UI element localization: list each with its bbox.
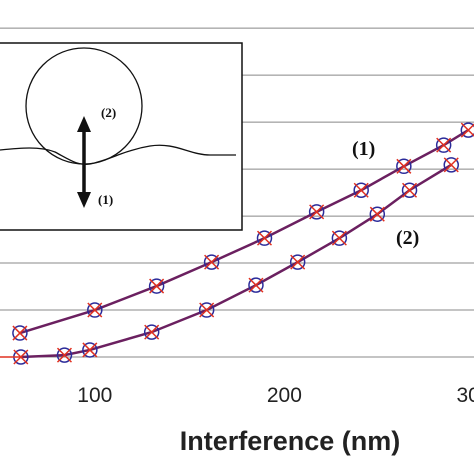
marker-cross [87,302,103,318]
marker-circle [460,122,474,138]
marker-cross [460,122,474,138]
marker-circle [198,302,215,318]
marker-circle [401,182,418,198]
marker-circle [289,254,306,270]
marker-circle [203,254,220,270]
marker-cross [309,204,325,220]
marker-circle [435,137,452,153]
marker-circle [248,277,264,293]
marker-cross [13,349,29,365]
marker-cross [331,230,347,246]
marker-circle [308,204,325,220]
marker-circle [396,158,412,175]
inset-arrowhead [77,116,91,132]
x-tick-label: 100 [77,384,112,407]
x-tick-label: 200 [267,384,302,407]
marker-cross [396,158,412,174]
marker-cross [12,325,28,341]
series-line [19,129,469,335]
marker-circle [353,182,369,198]
marker-circle [12,325,28,341]
marker-cross [199,302,215,318]
marker-cross [290,254,306,270]
marker-cross [353,182,369,198]
marker-cross [402,182,418,198]
marker-cross [204,254,220,270]
marker-circle [56,347,73,363]
inset-frame [0,42,243,231]
inset-label: (1) [98,192,113,207]
curve-label: (1) [352,138,375,160]
marker-circle [256,230,273,246]
marker-cross [369,206,385,222]
marker-cross [436,137,452,153]
marker-cross [56,347,72,363]
inset-surface [0,144,236,166]
marker-cross [443,157,459,173]
inset-label: (2) [101,105,116,120]
marker-cross [144,324,160,340]
marker-circle [148,278,165,294]
curve-label: (2) [396,227,419,249]
marker-circle [82,342,98,358]
x-axis-title: Interference (nm) [180,426,401,456]
marker-circle [87,302,103,318]
marker-circle [331,230,348,246]
inset-arrowhead [77,192,91,208]
marker-cross [82,342,98,358]
marker-cross [248,277,264,293]
x-tick-label: 300 [456,384,474,407]
marker-circle [443,157,459,173]
inset-diagram: (2) (1) [0,42,243,231]
marker-circle [143,324,160,340]
marker-cross [149,278,165,294]
marker-circle [369,206,386,222]
marker-cross [256,230,273,246]
